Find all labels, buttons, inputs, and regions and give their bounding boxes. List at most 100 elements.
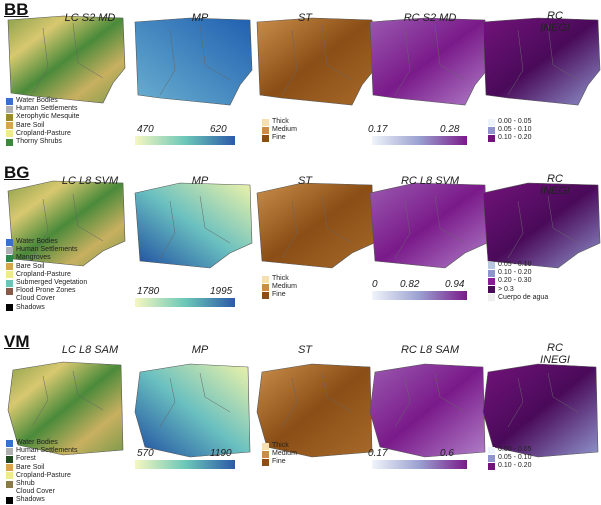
legend-swatch: [488, 278, 495, 285]
legend-swatch: [262, 450, 269, 458]
legend-swatch: [262, 283, 269, 291]
legend-label: Cuerpo de agua: [498, 293, 549, 301]
legend-label: Mangroves: [16, 254, 51, 262]
legend-item: Bare Soil: [6, 122, 79, 130]
rc-title: RC L8 SVM: [400, 175, 460, 187]
legend-item: Medium: [262, 450, 297, 458]
mp-min-label: 1780: [137, 286, 160, 297]
inegi-map: [482, 17, 601, 106]
legend-item: Fine: [262, 291, 297, 299]
legend-swatch: [6, 246, 13, 254]
legend-swatch: [262, 292, 269, 299]
mp-max-label: 1190: [210, 448, 232, 459]
rc-tick-label: 0.17: [368, 448, 388, 459]
rc-colorbar: [372, 460, 467, 469]
legend-swatch: [6, 447, 13, 455]
legend-label: Medium: [272, 450, 297, 458]
legend-label: 0.05 - 0.10: [498, 261, 532, 268]
legend-item: Medium: [262, 126, 297, 134]
inegi-legend: 0.00 - 0.05 0.05 - 0.10 0.10 - 0.20: [488, 446, 531, 471]
mp-max-label: 620: [210, 124, 227, 135]
legend-swatch: [262, 126, 269, 134]
legend-item: 0.05 - 0.10: [488, 454, 531, 462]
land-cover-legend: Water Bodies Human Settlements Mangroves Ba…: [6, 238, 87, 312]
inegi-title: RC INEGI: [535, 173, 575, 197]
legend-swatch: [262, 442, 269, 450]
legend-swatch: [488, 135, 495, 142]
legend-swatch: [6, 114, 13, 121]
rc-map: [369, 363, 486, 458]
rc-title: RC L8 SAM: [400, 344, 460, 356]
legend-item: Cropland-Pasture: [6, 130, 79, 138]
legend-item: Forest: [6, 455, 77, 463]
legend-swatch: [262, 135, 269, 142]
legend-swatch: [6, 488, 13, 496]
legend-label: Medium: [272, 283, 297, 291]
rc-colorbar: [372, 291, 467, 300]
legend-label: Bare Soil: [16, 463, 45, 471]
inegi-title-2: INEGI: [540, 22, 570, 34]
rc-map: [369, 182, 488, 269]
legend-label: Human Settlements: [16, 447, 78, 455]
legend-item: 0.10 - 0.20: [488, 269, 548, 277]
legend-item: Submerged Vegetation: [6, 279, 87, 287]
legend-label: 0.00 - 0.05: [498, 446, 532, 453]
legend-label: Cropland-Pasture: [16, 129, 71, 137]
inegi-map: [482, 363, 599, 458]
legend-label: Cropland-Pasture: [16, 471, 71, 479]
legend-label: Xerophytic Mesquite: [16, 113, 80, 121]
legend-item: Human Settlements: [6, 447, 77, 455]
inegi-title-1: RC: [547, 173, 563, 185]
legend-swatch: [6, 304, 13, 312]
inegi-title: RC INEGI: [535, 342, 575, 366]
legend-item: 0.10 - 0.20: [488, 462, 531, 470]
legend-label: Thick: [272, 118, 289, 125]
legend-item: Water Bodies: [6, 238, 87, 246]
inegi-title-1: RC: [547, 342, 563, 354]
legend-label: Human Settlements: [16, 105, 78, 113]
legend-item: Shadows: [6, 496, 77, 505]
legend-label: Water Bodies: [16, 439, 58, 446]
soil-texture-legend: Thick Medium Fine: [262, 442, 297, 467]
legend-item: 0.00 - 0.05: [488, 118, 531, 126]
mp-map: [134, 17, 253, 106]
mp-colorbar: [135, 136, 235, 145]
legend-swatch: [6, 105, 13, 113]
mp-min-label: 470: [137, 124, 154, 135]
legend-swatch: [6, 138, 13, 146]
mp-colorbar: [135, 460, 235, 469]
lc-title: LC S2 MD: [64, 12, 116, 24]
legend-label: Fine: [272, 458, 286, 466]
soil-texture-legend: Thick Medium Fine: [262, 118, 297, 143]
legend-item: Thick: [262, 442, 297, 450]
legend-label: Thorny Shrubs: [16, 138, 62, 146]
legend-label: Cloud Cover: [16, 295, 55, 303]
site-label: BG: [4, 163, 30, 182]
legend-swatch: [6, 97, 13, 105]
legend-item: Cuerpo de agua: [488, 294, 548, 302]
legend-swatch: [6, 472, 13, 480]
legend-label: 0.05 - 0.10: [498, 454, 532, 462]
legend-swatch: [6, 296, 13, 304]
legend-label: Shadows: [16, 496, 45, 504]
mp-title: MP: [191, 12, 209, 24]
legend-label: Cropland-Pasture: [16, 270, 71, 278]
legend-item: 0.00 - 0.05: [488, 446, 531, 454]
legend-item: Shrub: [6, 480, 77, 488]
inegi-title: RC INEGI: [535, 10, 575, 34]
legend-label: Bare Soil: [16, 121, 45, 129]
legend-label: Shadows: [16, 303, 45, 311]
rc-title: RC S2 MD: [403, 12, 457, 24]
inegi-legend: 0.05 - 0.10 0.10 - 0.20 0.20 - 0.30 > 0.3 Cu…: [488, 261, 548, 302]
legend-label: Medium: [272, 126, 297, 134]
st-title: ST: [297, 12, 313, 24]
legend-label: 0.10 - 0.20: [498, 462, 532, 470]
legend-swatch: [488, 118, 495, 126]
legend-label: Flood Prone Zones: [16, 287, 76, 295]
legend-swatch: [6, 279, 13, 287]
legend-swatch: [6, 130, 13, 138]
legend-item: Thorny Shrubs: [6, 138, 79, 146]
legend-item: Cloud Cover: [6, 488, 77, 496]
inegi-title-1: RC: [547, 10, 563, 22]
soil-texture-map: [256, 363, 373, 458]
